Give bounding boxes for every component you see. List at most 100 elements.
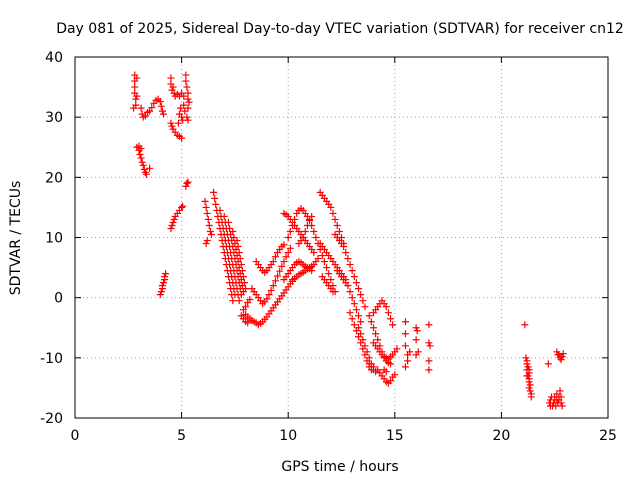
data-point	[299, 234, 307, 241]
data-point	[242, 303, 250, 311]
data-point	[382, 368, 390, 376]
data-point	[314, 255, 322, 263]
data-point	[212, 200, 220, 208]
data-point	[329, 209, 337, 217]
data-point	[382, 303, 390, 311]
data-point	[413, 327, 421, 335]
data-point	[374, 336, 382, 344]
y-tick-label: 20	[45, 170, 63, 186]
data-point	[271, 253, 279, 261]
data-point	[406, 348, 414, 356]
y-tick-label: 40	[45, 50, 63, 66]
data-point	[206, 227, 214, 235]
data-point	[179, 116, 187, 124]
data-point	[342, 249, 350, 257]
data-point	[168, 122, 176, 130]
data-point	[242, 285, 250, 293]
data-point	[184, 89, 192, 97]
data-point	[201, 197, 209, 205]
data-point	[335, 227, 343, 235]
data-point	[323, 264, 331, 272]
data-point	[159, 110, 167, 118]
data-point	[401, 330, 409, 338]
data-point	[244, 319, 252, 327]
data-point	[556, 387, 564, 395]
data-point	[344, 255, 352, 263]
data-point	[229, 227, 237, 235]
data-point	[169, 218, 177, 226]
data-point	[211, 194, 219, 202]
data-point	[554, 351, 562, 359]
data-point	[387, 315, 395, 323]
data-series	[130, 71, 193, 142]
data-point	[387, 360, 395, 368]
data-point	[271, 277, 279, 285]
data-point	[130, 104, 138, 112]
data-point	[355, 285, 363, 293]
data-point	[162, 270, 170, 278]
data-point	[167, 74, 175, 82]
data-point	[361, 303, 369, 311]
data-point	[387, 377, 395, 385]
x-tick-label: 0	[71, 428, 80, 444]
x-tick-label: 15	[386, 428, 404, 444]
data-point	[346, 309, 354, 317]
data-point	[158, 107, 166, 115]
data-point	[303, 221, 311, 229]
data-point	[389, 321, 397, 329]
data-point	[133, 92, 141, 100]
data-point	[140, 166, 148, 174]
data-point	[350, 273, 358, 281]
data-point	[359, 336, 367, 344]
data-point	[348, 315, 356, 323]
data-point	[414, 348, 422, 356]
data-point	[237, 261, 245, 269]
data-point	[425, 366, 433, 374]
data-point	[146, 107, 154, 115]
data-point	[178, 203, 186, 211]
x-tick-label: 10	[279, 428, 297, 444]
data-point	[359, 297, 367, 305]
data-point	[525, 366, 533, 374]
data-point	[558, 402, 566, 410]
data-point	[525, 378, 533, 386]
data-point	[240, 279, 248, 287]
data-point	[327, 203, 335, 211]
data-point	[286, 227, 294, 235]
data-point	[278, 262, 286, 270]
data-point	[357, 318, 365, 326]
data-point	[425, 321, 433, 329]
x-tick-label: 5	[177, 428, 186, 444]
data-point	[340, 243, 348, 251]
data-series	[331, 230, 401, 387]
data-point	[391, 371, 399, 379]
data-point	[132, 95, 140, 103]
data-point	[365, 312, 373, 320]
data-point	[234, 243, 242, 251]
data-point	[308, 212, 316, 220]
data-point	[137, 154, 145, 162]
data-point	[274, 272, 282, 280]
data-point	[184, 95, 192, 103]
data-series	[201, 188, 250, 305]
y-axis-label: SDTVAR / TECUs	[8, 181, 24, 296]
data-point	[350, 300, 358, 308]
data-point	[348, 294, 356, 302]
data-point	[133, 74, 141, 82]
grid	[75, 57, 608, 418]
data-point	[526, 387, 534, 395]
data-point	[412, 336, 420, 344]
axis-ticks: 0 5 10 15 20 25 -20 -10 0 10 20 30 40	[40, 50, 617, 444]
data-point	[185, 98, 193, 106]
data-point	[180, 92, 188, 100]
data-point	[182, 182, 190, 190]
data-point	[352, 279, 360, 287]
data-point	[384, 309, 392, 317]
data-point	[148, 104, 156, 112]
data-point	[401, 342, 409, 350]
data-point	[425, 357, 433, 365]
data-point	[557, 356, 565, 364]
data-point	[167, 119, 175, 127]
data-point	[372, 368, 380, 376]
